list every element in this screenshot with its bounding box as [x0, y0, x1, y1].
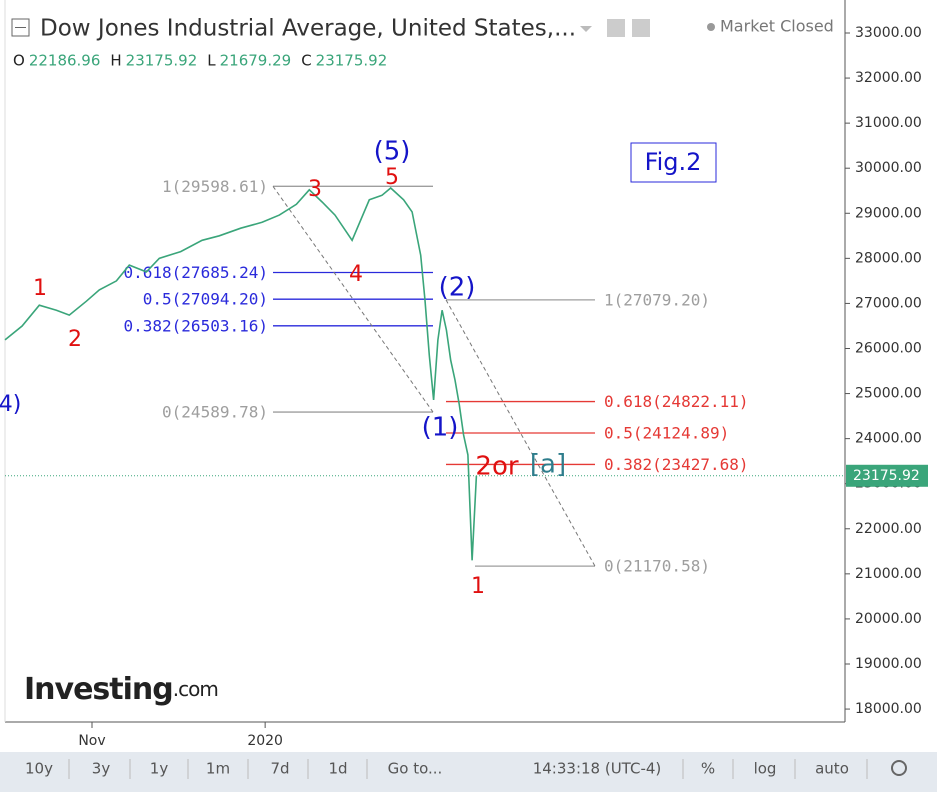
ohlc-key: O	[13, 52, 25, 70]
fib-label: 0.618(27685.24)	[124, 263, 269, 282]
y-tick-label: 30000.00	[855, 160, 922, 176]
brand: Investing.com	[24, 672, 218, 707]
status-dot	[707, 23, 715, 31]
toolbar-button[interactable]: 3y	[92, 760, 111, 778]
wave-label: 4)	[0, 392, 21, 417]
y-tick-label: 18000.00	[855, 701, 922, 717]
wave-label: (2)	[439, 273, 476, 303]
y-tick-label: 21000.00	[855, 566, 922, 582]
wave-label: (1)	[422, 413, 459, 443]
toolbar-button[interactable]: %	[701, 760, 715, 778]
wave-label: 5	[385, 165, 399, 190]
y-tick-label: 25000.00	[855, 386, 922, 402]
settings-icon[interactable]	[607, 19, 625, 37]
fib-label: 0.618(24822.11)	[604, 392, 749, 411]
wave-label: (5)	[374, 137, 411, 167]
toolbar-button[interactable]: 7d	[270, 760, 289, 778]
last-price-label: 23175.92	[853, 468, 920, 484]
fib-label: 0.5(27094.20)	[143, 290, 268, 309]
gear-icon[interactable]	[632, 19, 650, 37]
fib-label: 0.382(26503.16)	[124, 316, 269, 335]
figure-label: Fig.2	[645, 148, 702, 176]
toolbar	[0, 752, 937, 792]
price-line	[4, 186, 478, 561]
y-tick-label: 22000.00	[855, 521, 922, 537]
fib-trend	[445, 299, 596, 567]
y-tick-label: 27000.00	[855, 295, 922, 311]
toolbar-button: 14:33:18 (UTC-4)	[533, 760, 662, 778]
wave-label: 4	[349, 262, 363, 287]
last-price-tag	[846, 464, 928, 487]
ohlc-value: 23175.92	[316, 52, 388, 70]
fib-label: 0.382(23427.68)	[604, 455, 749, 474]
wave-label: 1	[33, 276, 47, 301]
dropdown-icon[interactable]	[580, 26, 592, 32]
ohlc-value: 22186.96	[29, 52, 101, 70]
ohlc-key: C	[301, 52, 311, 70]
y-tick-label: 20000.00	[855, 611, 922, 627]
ohlc-value: 21679.29	[220, 52, 292, 70]
y-tick-label: 32000.00	[855, 70, 922, 86]
fib-label: 0(24589.78)	[162, 403, 268, 422]
toolbar-settings[interactable]	[891, 760, 907, 776]
y-tick-label: 24000.00	[855, 431, 922, 447]
market-status: Market Closed	[720, 17, 834, 36]
toolbar-button[interactable]: auto	[815, 760, 849, 778]
toolbar-button[interactable]: 1d	[328, 760, 347, 778]
toolbar-button[interactable]: 1y	[150, 760, 169, 778]
collapse-icon[interactable]	[11, 18, 30, 37]
chart-title: Dow Jones Industrial Average, United Sta…	[40, 16, 576, 42]
wave-label: [a]	[530, 450, 566, 480]
y-tick-label: 28000.00	[855, 250, 922, 266]
y-tick-label: 29000.00	[855, 205, 922, 221]
ohlc-key: H	[110, 52, 121, 70]
fib-label: 1(29598.61)	[162, 177, 268, 196]
toolbar-button[interactable]: 1m	[206, 760, 230, 778]
toolbar-button[interactable]: 10y	[25, 760, 53, 778]
toolbar-button[interactable]: log	[754, 760, 777, 778]
toolbar-button[interactable]: Go to...	[388, 760, 443, 778]
wave-label: 1	[471, 574, 485, 599]
x-tick-label: 2020	[247, 733, 283, 749]
wave-label: 3	[308, 177, 322, 202]
fib-label: 0(21170.58)	[604, 557, 710, 576]
figure-box	[630, 142, 717, 183]
y-tick-label: 33000.00	[855, 25, 922, 41]
ohlc-value: 23175.92	[126, 52, 198, 70]
ohlc-key: L	[207, 52, 216, 70]
y-tick-label: 19000.00	[855, 656, 922, 672]
wave-label: 2	[68, 327, 82, 352]
y-tick-label: 31000.00	[855, 115, 922, 131]
x-tick-label: Nov	[78, 733, 105, 749]
fib-label: 1(27079.20)	[604, 290, 710, 309]
y-tick-label: 26000.00	[855, 340, 922, 356]
wave-label: 2or	[475, 452, 518, 482]
fib-label: 0.5(24124.89)	[604, 424, 729, 443]
